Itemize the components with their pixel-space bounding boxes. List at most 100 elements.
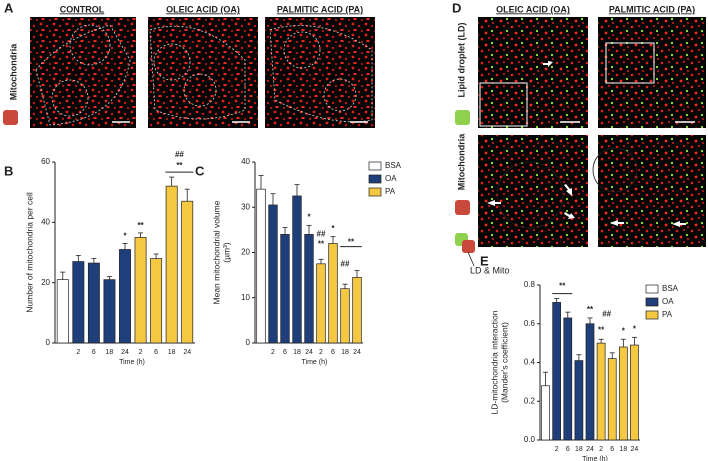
zoom-box <box>479 42 655 127</box>
significance-mark: ## <box>317 229 326 238</box>
significance-mark: ** <box>559 282 566 291</box>
significance-mark: ## <box>602 309 611 318</box>
legend-swatch <box>645 310 659 320</box>
micrograph <box>265 17 375 128</box>
significance-mark: ** <box>318 239 325 248</box>
column-header: PALMITIC ACID (PA) <box>609 4 695 14</box>
channel-swatch <box>455 110 470 125</box>
y-tick-label: 40 <box>41 217 50 226</box>
bar <box>181 200 194 344</box>
column-header: CONTROL <box>60 4 105 14</box>
x-tick-label: 24 <box>121 349 129 356</box>
merge-label: LD & Mito <box>470 265 510 275</box>
pointer <box>467 251 475 267</box>
x-tick-label: 2 <box>319 349 323 356</box>
x-tick-label: 24 <box>353 349 361 356</box>
bar <box>56 279 69 344</box>
significance-mark: ## <box>175 150 184 159</box>
x-tick-label: 24 <box>631 446 639 453</box>
row-label: Lipid droplet (LD) <box>456 23 466 98</box>
bar <box>552 302 562 441</box>
x-tick-label: 24 <box>183 349 191 356</box>
legend-swatch <box>368 174 382 184</box>
micrograph <box>598 17 706 128</box>
x-tick-label: 6 <box>566 446 570 453</box>
y-tick-label: 20 <box>41 278 50 287</box>
bar <box>563 317 573 441</box>
legend-swatch <box>368 187 382 197</box>
x-tick-label: 6 <box>154 349 158 356</box>
legend-label: PA <box>385 187 396 196</box>
legend-label: OA <box>662 297 674 306</box>
bar <box>268 204 278 344</box>
bar <box>352 277 362 344</box>
bar <box>630 344 639 441</box>
legend-label: BSA <box>385 161 402 170</box>
cell-ring <box>496 147 638 229</box>
x-tick-label: 18 <box>106 349 114 356</box>
y-axis-label: (µm³) <box>221 242 231 263</box>
y-tick-label: 0.8 <box>524 280 536 289</box>
y-axis-label: LD-mitochondria interaction <box>489 310 499 414</box>
y-tick-label: 30 <box>241 202 250 211</box>
legend-label: PA <box>662 310 673 319</box>
column-header: OLEIC ACID (OA) <box>166 4 240 14</box>
panel-label: E <box>480 253 489 268</box>
bar <box>574 360 584 441</box>
bar <box>541 385 550 441</box>
x-tick-label: 18 <box>619 446 627 453</box>
bar <box>585 323 595 441</box>
x-tick-label: 24 <box>305 349 313 356</box>
significance-mark: ** <box>176 161 183 170</box>
micrograph <box>30 17 136 128</box>
bar <box>304 234 314 344</box>
y-axis-label: Number of mitochondria per cell <box>24 192 34 313</box>
bar <box>292 195 302 344</box>
bar <box>607 358 617 441</box>
x-tick-label: 6 <box>331 349 335 356</box>
x-tick-label: 18 <box>293 349 301 356</box>
legend-swatch <box>645 297 659 307</box>
x-axis-label: Time (h) <box>582 456 608 461</box>
micrograph <box>148 17 258 128</box>
bar <box>134 237 147 344</box>
channel-swatch <box>3 110 18 125</box>
panel-label: C <box>195 163 205 178</box>
significance-mark: ## <box>341 259 350 268</box>
x-tick-label: 2 <box>271 349 275 356</box>
bar <box>316 263 326 344</box>
x-tick-label: 2 <box>555 446 559 453</box>
significance-mark: * <box>633 324 637 333</box>
y-axis-label: Mean mitochondrial volume <box>211 200 221 304</box>
y-tick-label: 0 <box>246 338 251 347</box>
y-tick-label: 20 <box>241 248 250 257</box>
bar <box>150 258 163 344</box>
legend-label: OA <box>385 174 397 183</box>
legend-swatch <box>645 284 659 294</box>
significance-mark: * <box>622 326 626 335</box>
bar <box>256 188 266 344</box>
row-label: Mitochondria <box>8 43 18 100</box>
y-tick-label: 10 <box>241 293 250 302</box>
bar <box>103 279 116 344</box>
bar <box>119 249 131 344</box>
significance-mark: ** <box>137 221 144 230</box>
bar <box>280 234 290 344</box>
row-label: Mitochondria <box>456 133 466 190</box>
micrograph <box>478 17 588 128</box>
x-tick-label: 6 <box>610 446 614 453</box>
panel-label: A <box>4 0 14 15</box>
x-tick-label: 2 <box>599 446 603 453</box>
x-tick-label: 2 <box>139 349 143 356</box>
channel-swatch <box>462 240 475 253</box>
x-axis-label: Time (h) <box>119 359 145 366</box>
bar <box>328 243 338 344</box>
legend-label: BSA <box>662 284 679 293</box>
channel-swatch <box>455 200 470 215</box>
y-axis-label: (Mander's coefficient) <box>499 322 509 403</box>
bar <box>596 342 606 441</box>
cell-outline <box>35 24 373 126</box>
x-tick-label: 18 <box>168 349 176 356</box>
y-tick-label: 0.2 <box>524 396 536 405</box>
